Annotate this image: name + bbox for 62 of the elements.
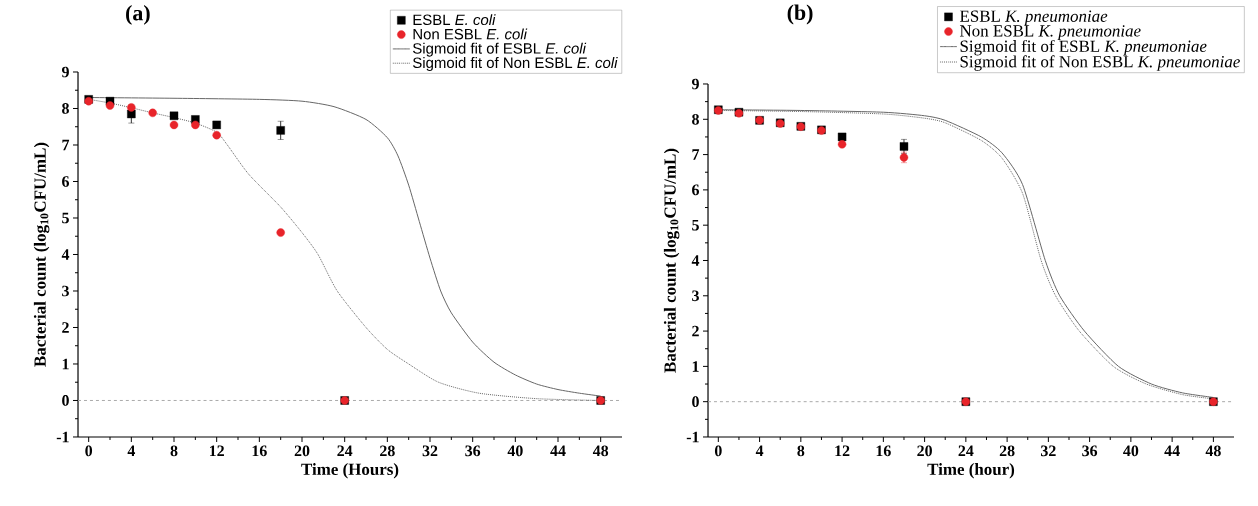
x-tick-label: 16 [876,445,891,457]
x-tick-label: 12 [209,445,224,457]
x-tick-label: 8 [797,445,805,457]
x-tick-label: 24 [337,445,353,457]
y-tick-label: 3 [62,285,69,297]
x-tick-label: 32 [1040,445,1056,457]
x-tick-label: 0 [85,445,93,457]
x-tick-label: 28 [380,445,395,457]
x-tick-label: 28 [999,445,1015,457]
x-tick-label: 4 [755,445,764,456]
y-tick-label: 9 [61,66,69,78]
y-tick-label: 1 [692,361,699,372]
y-tick-label: 8 [692,113,699,125]
chart-title: (b) [787,4,813,25]
y-tick-label: 3 [692,290,699,302]
y-tick-label: -1 [686,431,699,443]
y-tick-label: 6 [62,176,70,187]
y-tick-label: 9 [691,78,699,90]
y-tick-label: 4 [691,255,700,266]
y-tick-label: 0 [62,395,69,406]
x-axis-title: Time (Hours) [301,463,399,479]
x-tick-label: 24 [958,445,974,457]
x-tick-label: 32 [422,445,438,457]
x-tick-label: 4 [127,445,136,456]
y-tick-label: 5 [692,219,699,231]
y-tick-label: 6 [692,184,700,196]
y-axis-title: Bacterial count (log$_{10}$CFU/mL) [663,148,680,373]
x-tick-label: 44 [550,445,566,456]
y-axis-title: Bacterial count (log$_{10}$CFU/mL) [33,142,50,367]
x-tick-label: 20 [294,445,310,457]
x-tick-label: 16 [252,445,267,457]
legend-label: ESBL K. pneumoniae [959,10,1108,26]
y-tick-label: 0 [692,396,699,408]
y-tick-label: 1 [62,358,69,370]
x-tick-label: 40 [507,445,523,457]
legend-label: ESBL E. coli [413,14,496,26]
legend-label: Sigmoid fit of Non ESBL K. pneumoniae [960,55,1240,71]
x-axis-title: Time (hour) [927,463,1015,479]
y-tick-label: 5 [62,212,69,224]
x-tick-label: 48 [1205,445,1221,457]
x-tick-label: 36 [1082,445,1098,457]
legend-label: Non ESBL K. pneumoniae [959,25,1141,41]
y-tick-label: 7 [692,149,700,160]
x-tick-label: 40 [1123,445,1139,457]
x-tick-label: 20 [917,445,932,457]
legend-label: Non ESBL E. coli [413,28,528,40]
legend-label: Sigmoid fit of ESBL E. coli [413,42,587,57]
chart-title: (a) [126,4,150,25]
y-tick-label: 2 [692,325,699,337]
y-tick-label: 4 [61,249,70,260]
y-tick-label: 8 [62,103,69,114]
x-tick-label: 8 [170,445,178,457]
legend-label: Sigmoid fit of ESBL K. pneumoniae [960,39,1207,56]
y-tick-label: -1 [56,431,69,443]
legend-label: Sigmoid fit of Non ESBL E. coli [413,57,618,71]
x-tick-label: 0 [714,445,722,457]
x-tick-label: 44 [1164,445,1180,456]
x-tick-label: 12 [835,445,850,457]
y-tick-label: 7 [62,139,70,151]
y-tick-label: 2 [62,322,69,333]
x-tick-label: 36 [465,445,481,457]
x-tick-label: 48 [592,445,609,457]
